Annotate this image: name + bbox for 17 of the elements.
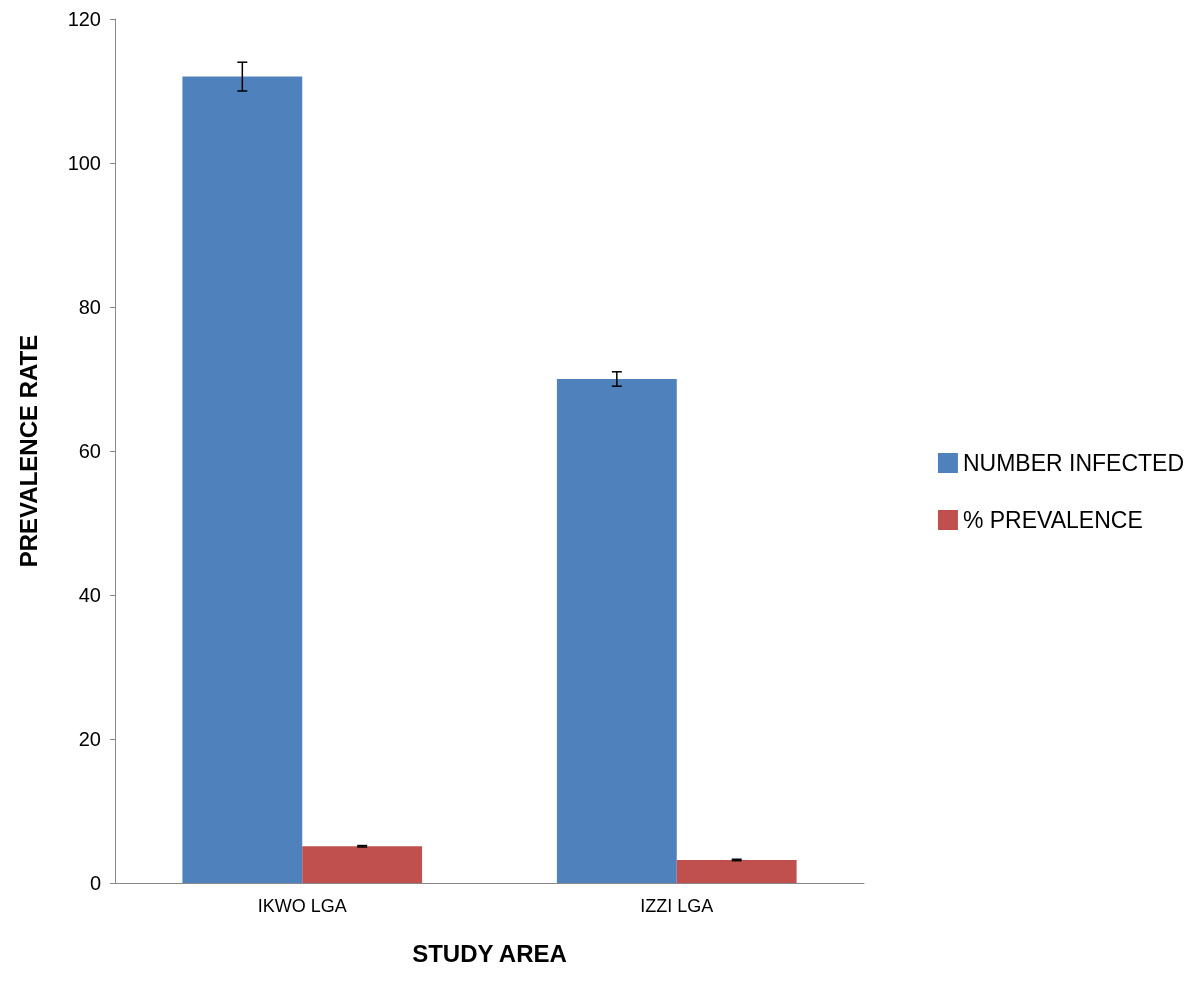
y-tick-label: 20 bbox=[78, 728, 101, 750]
y-tick-label: 120 bbox=[67, 8, 101, 30]
legend-label: NUMBER INFECTED bbox=[962, 450, 1184, 476]
legend-label: % PREVALENCE bbox=[962, 507, 1143, 533]
bar bbox=[182, 76, 303, 883]
y-axis-title: PREVALENCE RATE bbox=[14, 334, 42, 568]
y-tick-label: 100 bbox=[67, 152, 101, 174]
bar bbox=[556, 379, 677, 883]
x-tick-label: IKWO LGA bbox=[257, 896, 347, 916]
y-tick-label: 60 bbox=[78, 440, 101, 462]
x-axis-title: STUDY AREA bbox=[412, 939, 567, 967]
bar bbox=[676, 859, 797, 883]
x-tick-label: IZZI LGA bbox=[640, 896, 714, 916]
y-tick-label: 40 bbox=[78, 584, 101, 606]
y-tick-label: 0 bbox=[89, 872, 101, 894]
bar bbox=[302, 846, 423, 883]
y-tick-label: 80 bbox=[78, 296, 101, 318]
